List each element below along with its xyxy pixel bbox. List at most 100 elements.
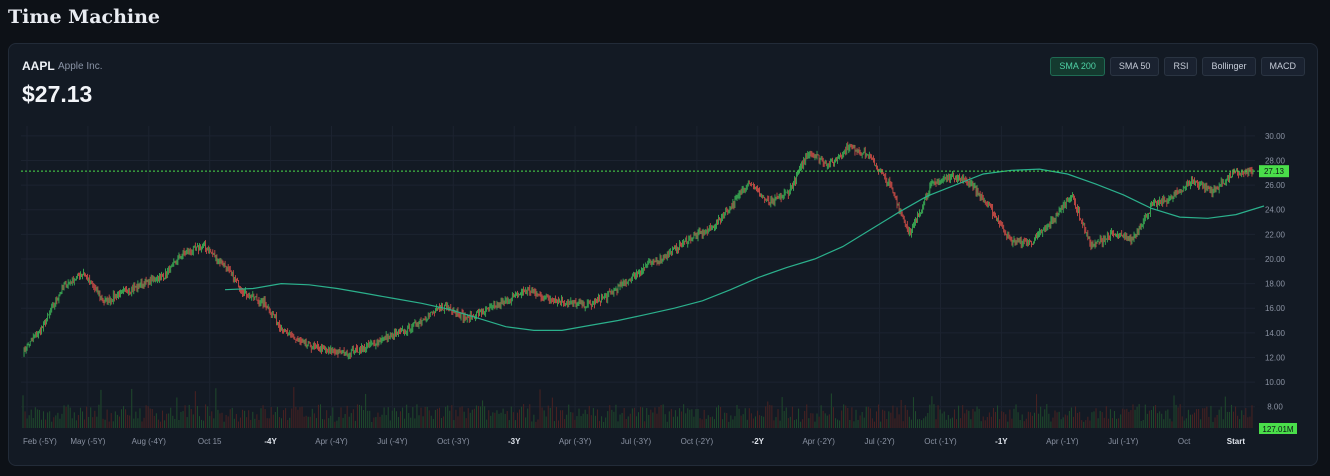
volume-bar xyxy=(894,418,896,428)
volume-bar xyxy=(223,421,225,428)
volume-bar xyxy=(1103,417,1105,428)
volume-bar xyxy=(400,411,402,428)
volume-bar xyxy=(978,408,980,428)
volume-bar xyxy=(227,416,229,428)
volume-bar xyxy=(543,410,545,428)
indicator-toolbar: SMA 200 SMA 50 RSI Bollinger MACD xyxy=(1050,57,1305,76)
volume-bar xyxy=(888,411,890,428)
volume-bar xyxy=(914,411,916,428)
volume-bar xyxy=(859,415,861,428)
volume-bar xyxy=(582,413,584,428)
volume-bar xyxy=(1122,408,1124,428)
volume-bar xyxy=(239,417,241,428)
current-price: $27.13 xyxy=(22,81,93,107)
volume-bar xyxy=(412,407,414,428)
volume-bar xyxy=(962,405,964,428)
volume-bar xyxy=(215,388,217,428)
volume-bar xyxy=(625,418,627,428)
volume-bar xyxy=(268,418,270,428)
volume-bar xyxy=(851,407,853,428)
volume-bar xyxy=(162,410,164,428)
volume-bar xyxy=(1206,406,1208,428)
volume-bar xyxy=(830,393,832,428)
volume-bar xyxy=(791,406,793,428)
volume-bar xyxy=(395,411,397,428)
volume-bar xyxy=(143,417,145,428)
volume-bar xyxy=(654,407,656,428)
volume-bar xyxy=(562,410,564,428)
volume-bar xyxy=(847,407,849,428)
volume-bar xyxy=(120,409,122,428)
volume-bar xyxy=(736,405,738,428)
volume-bar xyxy=(767,401,769,428)
volume-bar xyxy=(443,416,445,428)
volume-bar xyxy=(176,397,178,428)
volume-bar xyxy=(904,405,906,428)
volume-bar xyxy=(662,404,664,428)
volume-bar xyxy=(802,419,804,428)
volume-bar xyxy=(1013,408,1015,428)
volume-bar xyxy=(986,416,988,428)
volume-bar xyxy=(857,419,859,428)
sma-50-button[interactable]: SMA 50 xyxy=(1109,57,1160,76)
volume-bar xyxy=(689,409,691,428)
sma-200-button[interactable]: SMA 200 xyxy=(1050,57,1105,76)
volume-bar xyxy=(549,407,551,428)
volume-bar xyxy=(500,412,502,428)
volume-bar xyxy=(1009,409,1011,428)
volume-bar xyxy=(330,415,332,428)
rsi-button[interactable]: RSI xyxy=(1164,57,1198,76)
volume-bar xyxy=(324,419,326,428)
volume-bar xyxy=(997,405,999,428)
volume-bar xyxy=(315,418,317,428)
volume-bar xyxy=(826,415,828,428)
volume-bar xyxy=(633,407,635,428)
volume-bar xyxy=(1081,420,1083,428)
volume-bar xyxy=(455,409,457,428)
volume-bar xyxy=(402,407,404,428)
volume-bar xyxy=(1003,412,1005,428)
volume-bar xyxy=(118,416,120,428)
volume-bar xyxy=(250,419,252,428)
y-tick-label: 14.00 xyxy=(1265,329,1286,338)
volume-bar xyxy=(492,412,494,428)
volume-bar xyxy=(919,419,921,428)
macd-button[interactable]: MACD xyxy=(1260,57,1305,76)
volume-bar xyxy=(1070,407,1072,428)
volume-bar xyxy=(966,409,968,428)
volume-bar xyxy=(1173,395,1175,428)
volume-bar xyxy=(527,408,529,428)
volume-bar xyxy=(410,417,412,428)
volume-bar xyxy=(92,417,94,428)
volume-bar xyxy=(785,407,787,428)
volume-bar xyxy=(281,418,283,428)
volume-bar xyxy=(1064,414,1066,428)
volume-bar xyxy=(322,419,324,428)
volume-bar xyxy=(783,411,785,428)
volume-bar xyxy=(720,406,722,428)
volume-bar xyxy=(262,405,264,428)
volume-bar xyxy=(1152,406,1154,428)
volume-bar xyxy=(157,419,159,428)
bollinger-button[interactable]: Bollinger xyxy=(1202,57,1256,76)
volume-bar xyxy=(1105,406,1107,428)
price-chart[interactable]: 8.00 10.00 12.00 14.00 16.00 18.00 20.00 22.00 2… xyxy=(9,44,1317,465)
volume-bar xyxy=(1025,418,1027,428)
volume-bar xyxy=(1021,414,1023,428)
volume-bar xyxy=(652,412,654,428)
volume-bar xyxy=(1058,411,1060,428)
volume-bar xyxy=(504,413,506,428)
volume-bar xyxy=(432,418,434,428)
volume-bar xyxy=(260,408,262,428)
volume-bar xyxy=(196,405,198,428)
volume-bar xyxy=(744,408,746,428)
volume-bar xyxy=(642,407,644,428)
volume-bar xyxy=(707,415,709,428)
volume-bar xyxy=(319,404,321,428)
volume-bar xyxy=(348,416,350,428)
volume-bar xyxy=(22,395,24,428)
volume-bar xyxy=(1114,411,1116,428)
volume-bar xyxy=(350,413,352,428)
volume-bar xyxy=(912,397,914,428)
volume-bar xyxy=(674,410,676,428)
